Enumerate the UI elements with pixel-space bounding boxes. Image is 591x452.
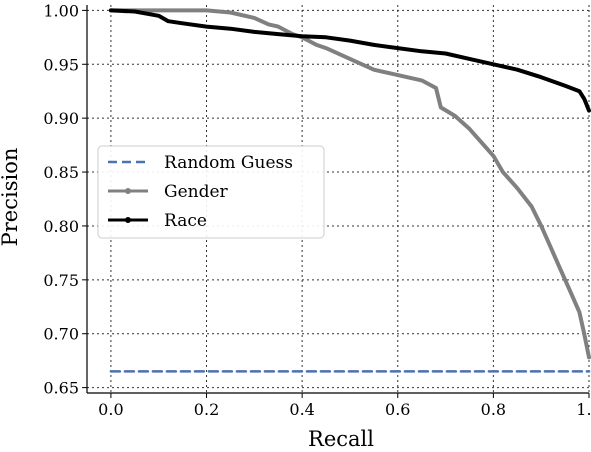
legend-marker-race [125, 217, 131, 223]
series-layer [108, 8, 591, 373]
y-tick-label: 0.65 [43, 379, 79, 398]
x-tick-label: 0.6 [385, 400, 410, 419]
legend: Random Guess Gender Race [97, 145, 325, 239]
x-tick-label: 0.2 [194, 400, 219, 419]
legend-label-random-guess: Random Guess [164, 153, 293, 173]
axes [86, 5, 589, 394]
series-line-gender [108, 8, 591, 360]
x-tick-label: 0.8 [481, 400, 506, 419]
x-tick-label: 1.0 [576, 400, 591, 419]
legend-label-gender: Gender [164, 182, 229, 202]
legend-label-race: Race [164, 211, 207, 231]
y-tick-label: 0.95 [43, 55, 79, 74]
y-axis-title: Precision [0, 148, 22, 247]
x-tick-label: 0.0 [98, 400, 123, 419]
ticks: 0.0 0.2 0.4 0.6 0.8 1.0 0.65 0.70 0.75 0.80 0.85 0.… [43, 1, 591, 419]
series-line-race [108, 8, 591, 113]
legend-marker-gender [125, 188, 131, 194]
y-tick-label: 0.90 [43, 109, 79, 128]
x-axis-title: Recall [308, 427, 374, 451]
y-tick-label: 1.00 [43, 1, 79, 20]
y-tick-label: 0.70 [43, 325, 79, 344]
x-tick-label: 0.4 [289, 400, 314, 419]
y-tick-label: 0.75 [43, 271, 79, 290]
grid [87, 5, 590, 393]
y-tick-label: 0.80 [43, 217, 79, 236]
legend-box [97, 145, 325, 239]
y-tick-label: 0.85 [43, 163, 79, 182]
